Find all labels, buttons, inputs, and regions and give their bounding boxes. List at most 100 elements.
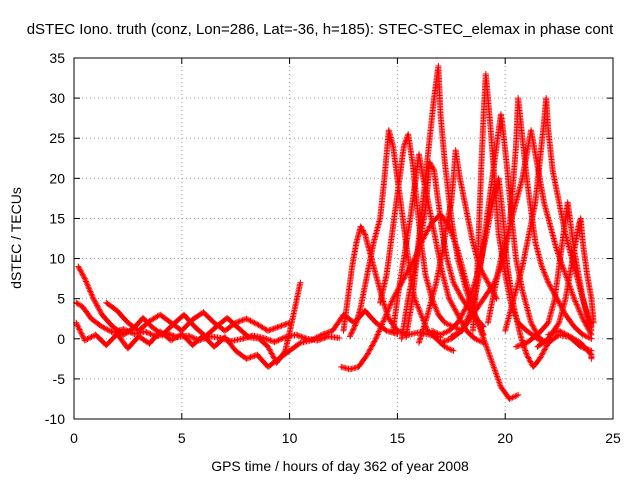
chart-title: dSTEC Iono. truth (conz, Lon=286, Lat=-3… [27, 21, 614, 38]
data-point [289, 322, 291, 324]
data-point [289, 350, 291, 352]
series-4 [103, 299, 293, 334]
data-point [543, 121, 545, 123]
data-point [84, 278, 86, 280]
data-point [427, 314, 429, 316]
data-point [418, 153, 420, 155]
data-point [483, 298, 485, 300]
x-tick-label: 0 [70, 430, 78, 446]
data-point [465, 306, 467, 308]
x-tick-label: 5 [178, 430, 186, 446]
data-point [565, 314, 567, 316]
data-point [112, 331, 114, 333]
data-point [446, 221, 448, 224]
data-point [452, 282, 455, 284]
data-point [181, 330, 183, 332]
data-point [75, 322, 77, 324]
data-point [435, 241, 437, 244]
data-point [508, 398, 511, 400]
data-point [496, 145, 498, 147]
data-point [112, 326, 114, 328]
data-point [192, 318, 194, 321]
data-point [526, 177, 528, 179]
data-point [573, 249, 575, 252]
data-point [567, 201, 569, 203]
data-point [123, 334, 125, 336]
data-point [534, 241, 537, 244]
data-point [401, 338, 403, 340]
x-axis-label: GPS time / hours of day 362 of year 2008 [211, 458, 469, 474]
data-point [295, 334, 297, 336]
y-tick-label: 25 [49, 130, 65, 146]
data-point [502, 129, 504, 131]
data-point [375, 338, 377, 340]
data-point [562, 233, 565, 236]
data-point [558, 322, 560, 324]
data-point [515, 145, 517, 147]
data-point [414, 185, 416, 187]
data-point [364, 233, 366, 236]
data-point [82, 306, 84, 308]
data-point [491, 362, 493, 364]
data-point [159, 314, 161, 316]
data-point [144, 331, 146, 333]
data-point [530, 322, 532, 324]
data-point [577, 274, 580, 276]
data-point [444, 346, 446, 348]
data-point [235, 322, 237, 324]
data-point [342, 330, 345, 332]
data-point [565, 298, 567, 300]
data-point [399, 177, 401, 179]
data-point [392, 145, 394, 147]
data-point [493, 290, 495, 292]
data-point [170, 322, 172, 324]
x-tick-label: 15 [390, 430, 406, 446]
data-point [450, 201, 452, 203]
data-point [127, 347, 129, 349]
data-point [500, 258, 502, 260]
y-tick-label: 20 [49, 170, 65, 186]
data-point [411, 298, 414, 300]
data-point [452, 350, 455, 352]
data-point [148, 343, 151, 345]
data-point [148, 320, 151, 322]
data-point [245, 358, 248, 360]
data-point [379, 302, 381, 304]
data-point [536, 334, 539, 336]
data-point [375, 274, 377, 276]
data-point [439, 342, 442, 344]
data-point [461, 330, 463, 332]
data-point [405, 336, 407, 338]
data-point [429, 137, 431, 139]
data-point [517, 322, 519, 324]
data-point [358, 366, 360, 368]
data-point [450, 335, 452, 337]
data-point [267, 346, 269, 348]
data-point [508, 225, 511, 228]
data-point [590, 298, 593, 300]
data-point [127, 322, 129, 324]
data-point [237, 326, 239, 329]
data-point [448, 298, 450, 300]
data-point [183, 314, 185, 316]
data-point [424, 274, 426, 276]
data-point [256, 323, 258, 325]
data-point [500, 113, 502, 115]
data-point [521, 177, 524, 179]
data-point [504, 330, 506, 332]
data-point [433, 97, 435, 99]
data-point [485, 73, 487, 75]
y-tick-label: -5 [53, 371, 66, 387]
data-point [170, 339, 172, 341]
data-point [90, 318, 92, 320]
data-points [73, 63, 597, 402]
data-point [95, 334, 97, 336]
data-point [547, 338, 549, 340]
data-point [101, 314, 103, 316]
data-point [224, 336, 226, 338]
series-19 [513, 199, 595, 350]
data-point [580, 217, 582, 219]
data-point [526, 354, 528, 356]
data-point [338, 337, 340, 339]
